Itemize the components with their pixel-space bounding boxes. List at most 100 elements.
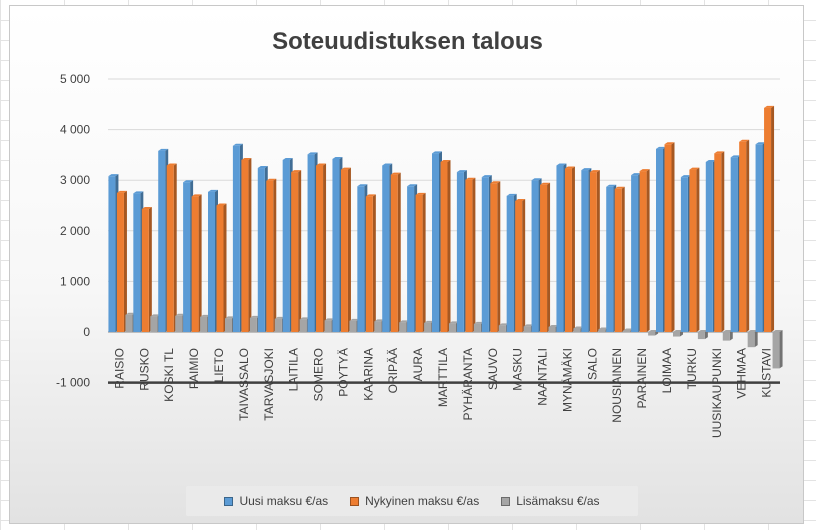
bar-nykyinen-maksu [490, 183, 498, 332]
bar-lisamaksu [249, 317, 257, 332]
bar-nykyinen-maksu [589, 172, 597, 332]
legend-swatch [501, 496, 511, 506]
legend-item[interactable]: Lisämaksu €/as [501, 494, 600, 508]
bar-top [299, 317, 310, 320]
bar-side [671, 142, 675, 332]
bar-top [473, 321, 484, 324]
bar-side [696, 167, 700, 332]
x-tick-label: SALO [585, 348, 599, 380]
bar-top [739, 139, 750, 142]
x-tick-label: MARTTILA [436, 348, 450, 407]
bar-nykyinen-maksu [415, 194, 423, 332]
x-tick-label: KAARINA [361, 348, 375, 401]
bar-side [721, 151, 725, 332]
bar-side [746, 139, 750, 332]
bar-uusi-maksu [606, 186, 614, 332]
bar-side [522, 198, 526, 332]
bar-top [747, 330, 758, 332]
bar-nykyinen-maksu [191, 196, 199, 332]
x-tick-label: TURKU [685, 348, 699, 389]
y-tick-label: 3 000 [60, 173, 90, 187]
bar-uusi-maksu [680, 177, 688, 332]
bar-top [664, 142, 675, 145]
bar-top [166, 163, 177, 166]
x-tick-label: PÖYTYÄ [336, 348, 350, 397]
chart-area[interactable]: Soteuudistuksen talous -1 000 0 1 000 2 000… [9, 5, 804, 524]
legend[interactable]: Uusi maksu €/as Nykyinen maksu €/as Lisäma… [186, 486, 638, 516]
y-tick-label: 5 000 [60, 72, 90, 86]
bar-lisamaksu [498, 325, 506, 332]
bar-side [472, 177, 476, 332]
legend-item[interactable]: Nykyinen maksu €/as [350, 494, 479, 508]
bar-side [248, 157, 252, 332]
bar-uusi-maksu [432, 153, 439, 332]
bar-top [656, 146, 666, 149]
bar-top [564, 166, 575, 169]
bar-side [704, 330, 708, 340]
bar-lisamaksu [399, 322, 407, 332]
bar-top [349, 318, 360, 321]
x-tick-label: UUSIKAUPUNKI [710, 348, 724, 438]
bar-side [298, 170, 302, 332]
bar-lisamaksu [523, 326, 531, 332]
bar-uusi-maksu [407, 186, 415, 332]
bar-side [779, 330, 783, 369]
bar-side [347, 167, 351, 332]
bar-uusi-maksu [456, 172, 464, 332]
bar-side [148, 207, 152, 332]
bar-uusi-maksu [631, 175, 639, 332]
bar-top [116, 190, 127, 193]
legend-item[interactable]: Uusi maksu €/as [224, 494, 328, 508]
bar-top [257, 166, 268, 169]
bar-top [125, 312, 136, 315]
bar-side [372, 194, 376, 332]
bar-top [390, 172, 401, 175]
bar-top [175, 313, 186, 316]
bar-top [623, 328, 634, 331]
bar-top [365, 194, 376, 197]
bar-top [556, 163, 567, 166]
bar-nykyinen-maksu [639, 171, 647, 332]
bar-uusi-maksu [755, 144, 763, 332]
bar-side [571, 166, 575, 332]
bar-top [581, 168, 592, 171]
bar-top [108, 174, 119, 177]
bar-nykyinen-maksu [614, 188, 622, 332]
bar-top [150, 314, 161, 317]
bar-top [614, 186, 625, 189]
bar-lisamaksu [125, 314, 133, 332]
bar-nykyinen-maksu [390, 174, 398, 332]
x-tick-label: TAIVASSALO [237, 348, 251, 421]
bar-top [232, 143, 243, 146]
x-tick-label: LOIMAA [660, 348, 674, 393]
bar-top [133, 191, 144, 194]
bar-top [498, 323, 509, 326]
bar-lisamaksu [648, 332, 656, 336]
bar-top [216, 203, 227, 206]
bar-nykyinen-maksu [515, 200, 523, 332]
bar-lisamaksu [623, 330, 631, 332]
bar-uusi-maksu [581, 170, 589, 332]
bar-nykyinen-maksu [141, 209, 149, 332]
x-tick-label: SOMERO [312, 348, 326, 401]
bar-uusi-maksu [357, 186, 365, 332]
bar-side [447, 159, 451, 332]
x-tick-label: RAISIO [112, 348, 126, 389]
bar-side [223, 203, 227, 332]
y-tick-label: 0 [83, 325, 90, 339]
bar-nykyinen-maksu [291, 172, 299, 332]
x-tick-label: VEHMAA [735, 348, 749, 399]
legend-label: Lisämaksu €/as [516, 494, 600, 508]
bar-top [449, 321, 459, 324]
bar-uusi-maksu [282, 159, 290, 332]
bar-top [573, 326, 584, 329]
bar-top [324, 318, 335, 321]
bar-side [273, 178, 277, 332]
bar-side [646, 169, 650, 332]
bar-uusi-maksu [232, 145, 240, 332]
bar-top [191, 194, 202, 197]
bar-top [158, 148, 169, 151]
bar-top [200, 314, 211, 317]
bar-nykyinen-maksu [564, 168, 572, 332]
bar-top [631, 173, 642, 176]
